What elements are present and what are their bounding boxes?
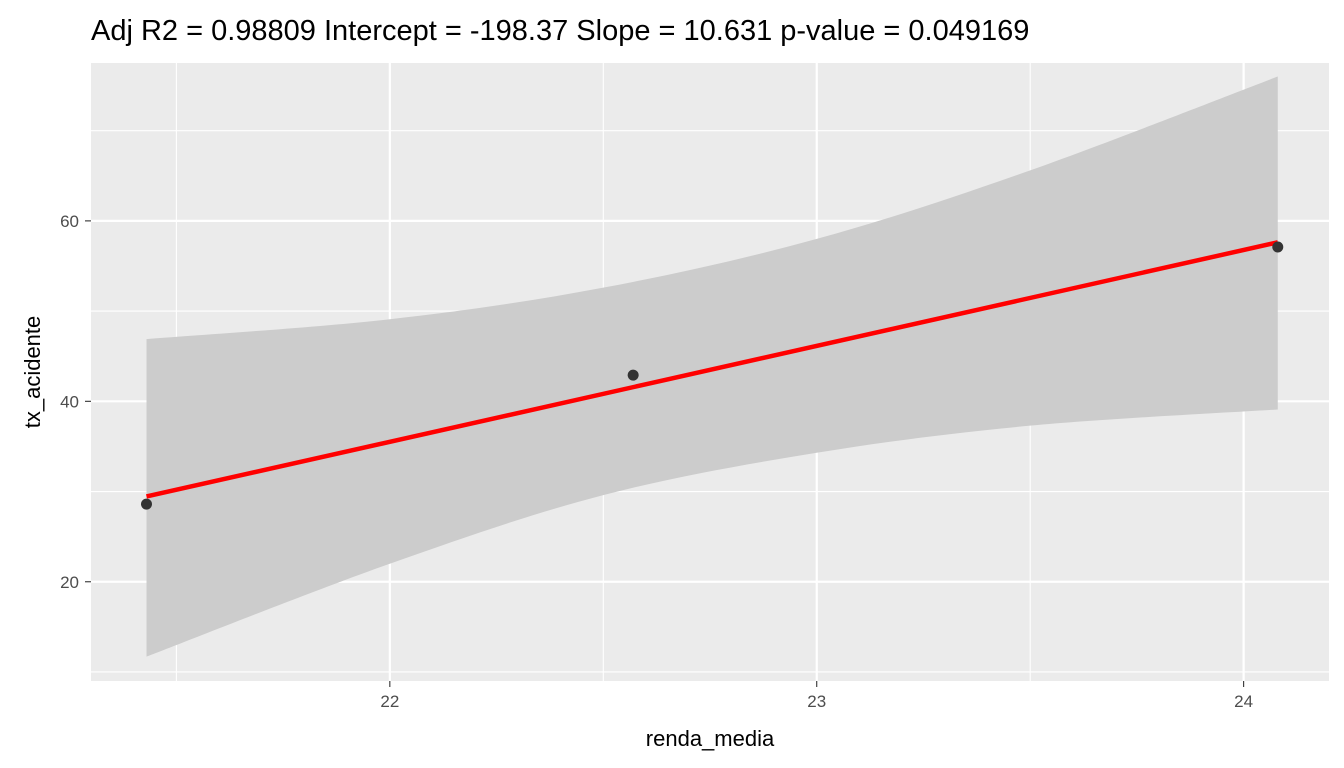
data-point [627, 369, 639, 381]
y-tick-label: 40 [60, 392, 79, 411]
data-point [140, 498, 152, 510]
regression-line [146, 240, 1279, 499]
fit-line-layer [146, 240, 1279, 499]
data-points [140, 241, 1284, 510]
confidence-band-layer [146, 76, 1278, 657]
data-point [1272, 241, 1284, 253]
y-tick-label: 60 [60, 212, 79, 231]
x-axis: 22 23 24 [380, 681, 1253, 711]
y-axis-title: tx_acidente [20, 316, 45, 429]
x-tick-label: 24 [1234, 692, 1253, 711]
y-tick-label: 20 [60, 573, 79, 592]
x-tick-label: 22 [380, 692, 399, 711]
x-axis-title: renda_media [646, 726, 775, 751]
x-tick-label: 23 [807, 692, 826, 711]
chart-title: Adj R2 = 0.98809 Intercept = -198.37 Slo… [91, 15, 1029, 47]
y-axis: 20 40 60 [60, 212, 91, 592]
confidence-band [146, 76, 1278, 657]
